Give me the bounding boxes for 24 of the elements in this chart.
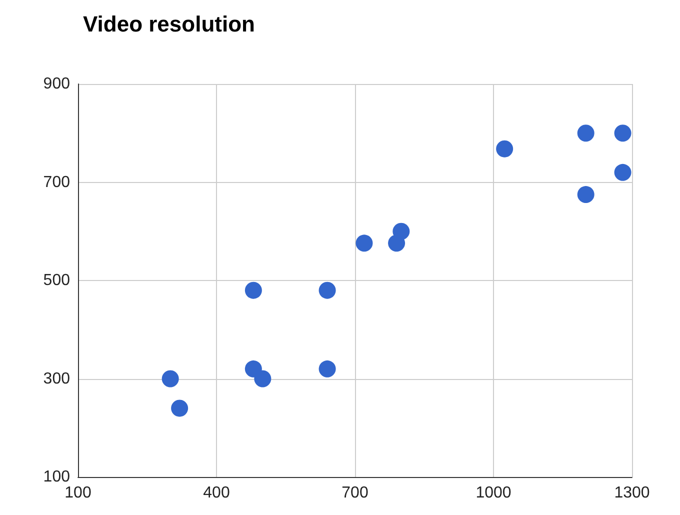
point [392,222,410,240]
point [356,234,373,252]
point [318,282,336,299]
y-tick-label: 900 [43,76,70,92]
x-tick-label: 1000 [476,484,512,502]
x-tick-label: 100 [64,484,92,502]
point [496,140,514,158]
y-tick-label: 700 [43,174,70,191]
point [171,400,188,417]
point [318,360,336,378]
point [254,370,272,388]
point [614,124,632,142]
point [577,186,594,204]
point [244,282,262,299]
x-tick-label: 400 [203,484,230,502]
y-tick-label: 500 [43,272,70,289]
point [162,370,179,388]
y-tick-label: 300 [43,370,70,388]
point [614,164,632,181]
y-tick-label: 100 [43,468,70,486]
point [577,124,594,142]
x-tick-label: 1300 [614,484,650,502]
x-tick-label: 700 [342,484,368,502]
chart-title: Video resolution [83,12,255,36]
